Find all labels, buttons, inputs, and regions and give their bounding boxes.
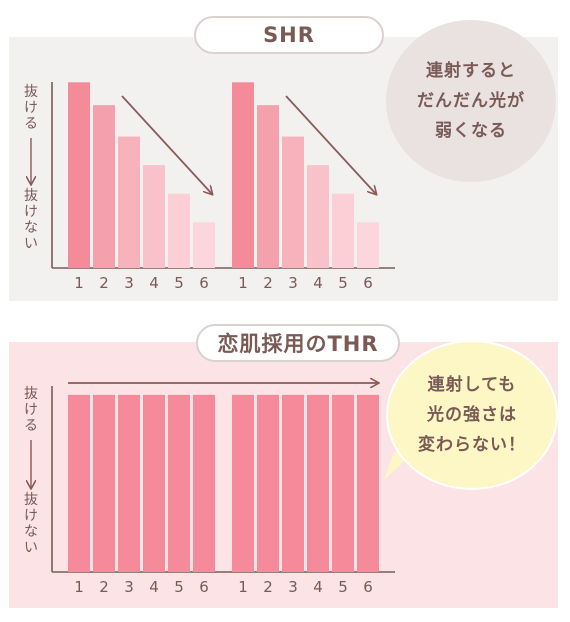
- thr-bar: [193, 394, 215, 572]
- thr-bar: [332, 394, 354, 572]
- shr-bar: [118, 136, 140, 268]
- thr-bar: [307, 394, 329, 572]
- shr-bar: [168, 193, 190, 268]
- thr-bar: [68, 394, 90, 572]
- thr-tick-label: 2: [263, 578, 273, 596]
- thr-bubble-line-1: 連射しても: [427, 375, 517, 395]
- thr-ylabel-bottom-char: け: [24, 508, 38, 524]
- thr-bar: [118, 394, 140, 572]
- thr-bar: [93, 394, 115, 572]
- shr-tick-label: 2: [263, 274, 273, 292]
- shr-tick-label: 1: [238, 274, 248, 292]
- shr-bar: [332, 193, 354, 268]
- shr-tick-label: 2: [99, 274, 109, 292]
- thr-ylabel-top-char: け: [24, 402, 38, 418]
- thr-bar: [257, 394, 279, 572]
- shr-title: SHR: [263, 23, 315, 47]
- thr-ylabel-bottom-char: 抜: [24, 492, 38, 508]
- thr-tick-label: 2: [99, 578, 109, 596]
- thr-bar: [168, 394, 190, 572]
- thr-tick-label: 6: [363, 578, 373, 596]
- thr-ylabel-bottom-char: い: [24, 540, 38, 556]
- thr-ylabel-top-char: 抜: [24, 386, 38, 402]
- thr-title-pill: 恋肌採用のTHR: [196, 324, 400, 362]
- thr-tick-label: 3: [124, 578, 134, 596]
- shr-tick-label: 4: [313, 274, 323, 292]
- shr-bubble-line-3: 弱くなる: [435, 121, 507, 141]
- thr-tick-label: 5: [338, 578, 348, 596]
- thr-bar: [232, 394, 254, 572]
- shr-ylabel-bottom-char: い: [24, 236, 38, 252]
- thr-speech-bubble: 連射しても 光の強さは 変わらない！: [386, 340, 558, 490]
- thr-tick-label: 4: [149, 578, 159, 596]
- shr-ylabel-top-char: る: [24, 116, 38, 132]
- thr-ylabel-bottom-char: な: [24, 524, 38, 540]
- shr-ylabel-top-char: 抜: [24, 84, 38, 100]
- thr-bubble-line-2: 光の強さは: [427, 405, 517, 425]
- shr-bar: [307, 165, 329, 268]
- shr-trend-arrow: [285, 95, 376, 194]
- thr-ylabel-top-char: る: [24, 418, 38, 434]
- thr-bar: [143, 394, 165, 572]
- shr-bar: [68, 82, 90, 269]
- thr-bar: [357, 394, 379, 572]
- shr-tick-label: 3: [288, 274, 298, 292]
- shr-bar: [357, 222, 379, 268]
- shr-bar: [282, 136, 304, 268]
- thr-tick-label: 5: [174, 578, 184, 596]
- shr-bar: [93, 105, 115, 269]
- thr-tick-label: 1: [74, 578, 84, 596]
- shr-speech-bubble: 連射すると だんだん光が 弱くなる: [386, 20, 556, 182]
- thr-tick-label: 6: [199, 578, 209, 596]
- shr-ylabel-bottom-char: け: [24, 204, 38, 220]
- shr-ylabel-top-char: け: [24, 100, 38, 116]
- shr-tick-label: 6: [363, 274, 373, 292]
- thr-bubble-line-3: 変わらない！: [418, 435, 526, 455]
- thr-title: 恋肌採用のTHR: [217, 332, 379, 356]
- shr-bubble-line-2: だんだん光が: [417, 91, 525, 111]
- thr-bar: [282, 394, 304, 572]
- shr-ylabel-bottom-char: 抜: [24, 188, 38, 204]
- shr-bar: [143, 165, 165, 268]
- shr-tick-label: 6: [199, 274, 209, 292]
- shr-ylabel-bottom-char: な: [24, 220, 38, 236]
- shr-bar: [257, 105, 279, 269]
- shr-trend-arrow: [121, 95, 212, 194]
- shr-tick-label: 1: [74, 274, 84, 292]
- shr-title-pill: SHR: [194, 16, 384, 54]
- thr-tick-label: 1: [238, 578, 248, 596]
- shr-bar: [232, 82, 254, 269]
- thr-ylabel-top: 抜ける: [24, 386, 38, 434]
- shr-ylabel-top: 抜ける: [24, 84, 38, 132]
- shr-tick-label: 5: [174, 274, 184, 292]
- shr-bubble-line-1: 連射すると: [426, 61, 516, 81]
- shr-bar: [193, 222, 215, 268]
- shr-tick-label: 5: [338, 274, 348, 292]
- shr-tick-label: 3: [124, 274, 134, 292]
- thr-tick-label: 4: [313, 578, 323, 596]
- thr-tick-label: 3: [288, 578, 298, 596]
- shr-tick-label: 4: [149, 274, 159, 292]
